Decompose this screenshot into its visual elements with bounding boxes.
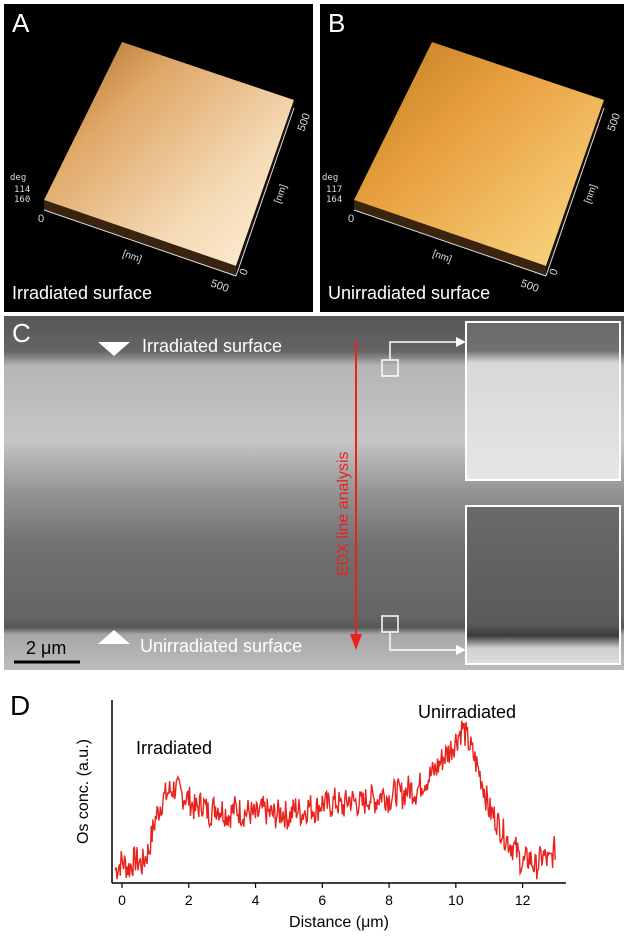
axis-max-b-x: 500 xyxy=(519,278,540,296)
svg-text:0: 0 xyxy=(548,267,561,277)
bottom-surface-label: Unirradiated surface xyxy=(140,636,302,656)
z-tick-a-2: 160 xyxy=(14,195,30,205)
os-concentration-chart: 0 2 4 6 8 10 12 Distance (μm) Os conc. (a.u.) … xyxy=(75,700,566,931)
os-series-line xyxy=(114,720,556,880)
inset-top xyxy=(465,321,621,481)
z-unit-b: deg xyxy=(322,173,338,183)
panel-label-c: C xyxy=(12,318,31,348)
y-axis-label: Os conc. (a.u.) xyxy=(75,739,92,844)
triangle-up-icon xyxy=(98,630,130,644)
x-axis-label: Distance (μm) xyxy=(289,914,389,931)
axis-unit-b-x: [nm] xyxy=(431,248,453,265)
annotation-unirradiated: Unirradiated xyxy=(418,702,516,722)
inset-bottom xyxy=(465,505,621,665)
z-tick-a-1: 114 xyxy=(14,185,30,195)
panel-c: Irradiated surface Unirradiated surface … xyxy=(4,316,624,670)
x-tick-label: 0 xyxy=(118,892,126,908)
top-surface-label: Irradiated surface xyxy=(142,336,282,356)
arrow-down-icon xyxy=(350,634,362,650)
axis-max-a-y: 500 xyxy=(296,112,313,133)
origin-b: 0 xyxy=(348,213,354,225)
z-tick-b-1: 117 xyxy=(326,185,342,195)
panel-b: deg 117 164 0 [nm] 500 [nm] 500 0 B Unir… xyxy=(320,4,624,312)
panel-caption-a: Irradiated surface xyxy=(12,283,153,303)
annotation-irradiated: Irradiated xyxy=(136,738,212,758)
afm-base-a xyxy=(44,200,236,276)
edx-label: EDX line analysis xyxy=(335,452,352,577)
axis-max-b-y: 500 xyxy=(606,112,624,133)
chart-ticks: 0 2 4 6 8 10 12 xyxy=(118,883,531,908)
arrow-right-icon-top xyxy=(456,337,466,347)
z-unit-a: deg xyxy=(10,173,26,183)
x-tick-label: 8 xyxy=(385,892,393,908)
axis-unit-b-y: [nm] xyxy=(582,183,599,205)
x-tick-label: 10 xyxy=(448,892,464,908)
panel-caption-b: Unirradiated surface xyxy=(328,283,491,303)
svg-text:0: 0 xyxy=(238,267,251,277)
axis-unit-a-y: [nm] xyxy=(272,183,289,205)
afm-surface-b xyxy=(354,42,604,266)
x-tick-label: 12 xyxy=(515,892,531,908)
panel-label-d: D xyxy=(10,690,31,721)
chart-axes xyxy=(111,700,566,884)
origin-a: 0 xyxy=(38,213,44,225)
x-tick-label: 2 xyxy=(185,892,193,908)
panel-a: deg 114 160 0 [nm] 500 [nm] 500 0 A Irra… xyxy=(4,4,313,312)
panel-label-a: A xyxy=(12,8,30,38)
afm-3d-plot-b: deg 117 164 0 [nm] 500 [nm] 500 0 xyxy=(322,42,624,296)
arrow-right-icon-bottom xyxy=(456,645,466,655)
afm-base-b xyxy=(354,200,546,276)
sem-cross-section: Irradiated surface Unirradiated surface … xyxy=(4,316,624,670)
afm-surface-a xyxy=(44,42,294,266)
afm-3d-plot-a: deg 114 160 0 [nm] 500 [nm] 500 0 xyxy=(10,42,313,296)
x-tick-label: 4 xyxy=(252,892,260,908)
scale-bar-label: 2 μm xyxy=(26,638,66,658)
panel-label-b: B xyxy=(328,8,346,38)
z-tick-b-2: 164 xyxy=(326,195,342,205)
triangle-down-icon xyxy=(98,342,130,356)
axis-max-a-x: 500 xyxy=(209,278,230,296)
x-tick-label: 6 xyxy=(318,892,326,908)
axis-unit-a-x: [nm] xyxy=(121,248,143,265)
